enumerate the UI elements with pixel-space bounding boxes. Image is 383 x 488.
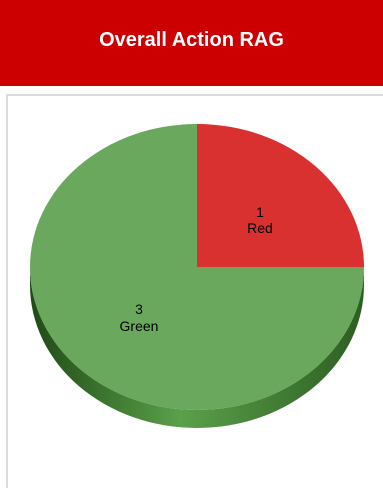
red-value-label: 1 xyxy=(256,204,264,220)
panel-title: Overall Action RAG xyxy=(0,0,383,86)
red-name-label: Red xyxy=(247,220,273,236)
pie-slice-green[interactable] xyxy=(30,124,364,410)
pie-data-labels: 1 Red 3 Green xyxy=(120,204,273,334)
pie-slice-red[interactable] xyxy=(197,124,364,267)
green-value-label: 3 xyxy=(135,301,143,317)
green-name-label: Green xyxy=(120,318,159,334)
pie-slices xyxy=(30,124,364,410)
chart-frame xyxy=(6,94,383,488)
